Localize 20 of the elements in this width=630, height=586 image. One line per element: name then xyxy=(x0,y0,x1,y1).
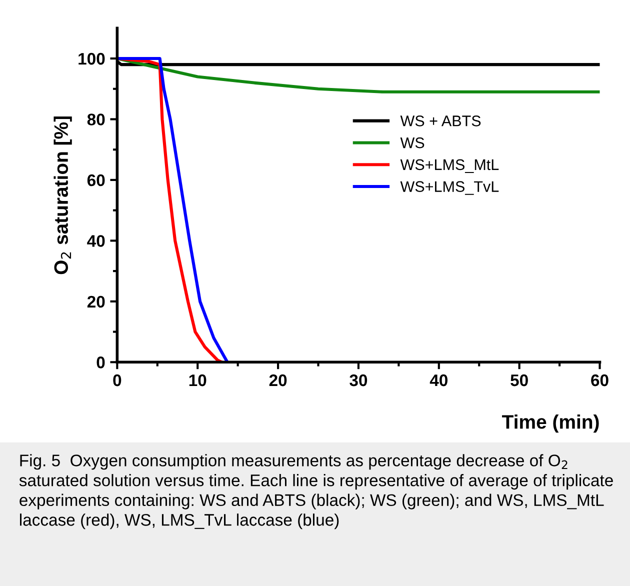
y-tick-label: 60 xyxy=(87,174,105,186)
y-tick-label: 20 xyxy=(87,296,105,308)
y-axis-title: O$_{2}$ saturation [%] xyxy=(54,116,72,274)
caption: Fig. 5 Oxygen consumption measurements as percentage decrease of O$_{2}$ saturated solution versus time. Each line is representative of average of triplicate experiments containing: WS and ABTS (black); WS (green); and WS, LMS_MtL laccase (red), WS, LMS_TvL laccase (blue) xyxy=(19,454,613,530)
y-tick-label: 80 xyxy=(87,114,105,126)
legend-label: WS+LMS_MtL xyxy=(400,159,499,173)
x-tick-label: 10 xyxy=(189,374,206,386)
y-tick-label: 100 xyxy=(78,52,105,65)
y-tick-label: 0 xyxy=(96,356,105,368)
legend-label: WS xyxy=(400,137,424,148)
x-axis-title: Time (min) xyxy=(502,414,599,433)
x-tick-label: 60 xyxy=(591,374,608,386)
x-tick-label: 40 xyxy=(430,374,448,386)
y-tick-label: 40 xyxy=(87,235,105,247)
x-tick-label: 20 xyxy=(269,374,287,386)
x-tick-label: 30 xyxy=(350,374,368,386)
x-tick-label: 50 xyxy=(510,374,528,386)
legend-label: WS + ABTS xyxy=(400,116,481,126)
legend-label: WS+LMS_TvL xyxy=(400,181,499,195)
x-tick-label: 0 xyxy=(113,374,122,386)
